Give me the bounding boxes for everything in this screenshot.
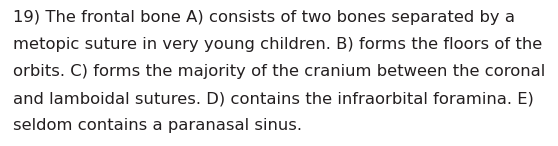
Text: and lamboidal sutures. D) contains the infraorbital foramina. E): and lamboidal sutures. D) contains the i… xyxy=(13,91,534,106)
Text: 19) The frontal bone A) consists of two bones separated by a: 19) The frontal bone A) consists of two … xyxy=(13,10,515,25)
Text: seldom contains a paranasal sinus.: seldom contains a paranasal sinus. xyxy=(13,118,302,133)
Text: metopic suture in very young children. B) forms the floors of the: metopic suture in very young children. B… xyxy=(13,37,542,52)
Text: orbits. C) forms the majority of the cranium between the coronal: orbits. C) forms the majority of the cra… xyxy=(13,64,545,79)
